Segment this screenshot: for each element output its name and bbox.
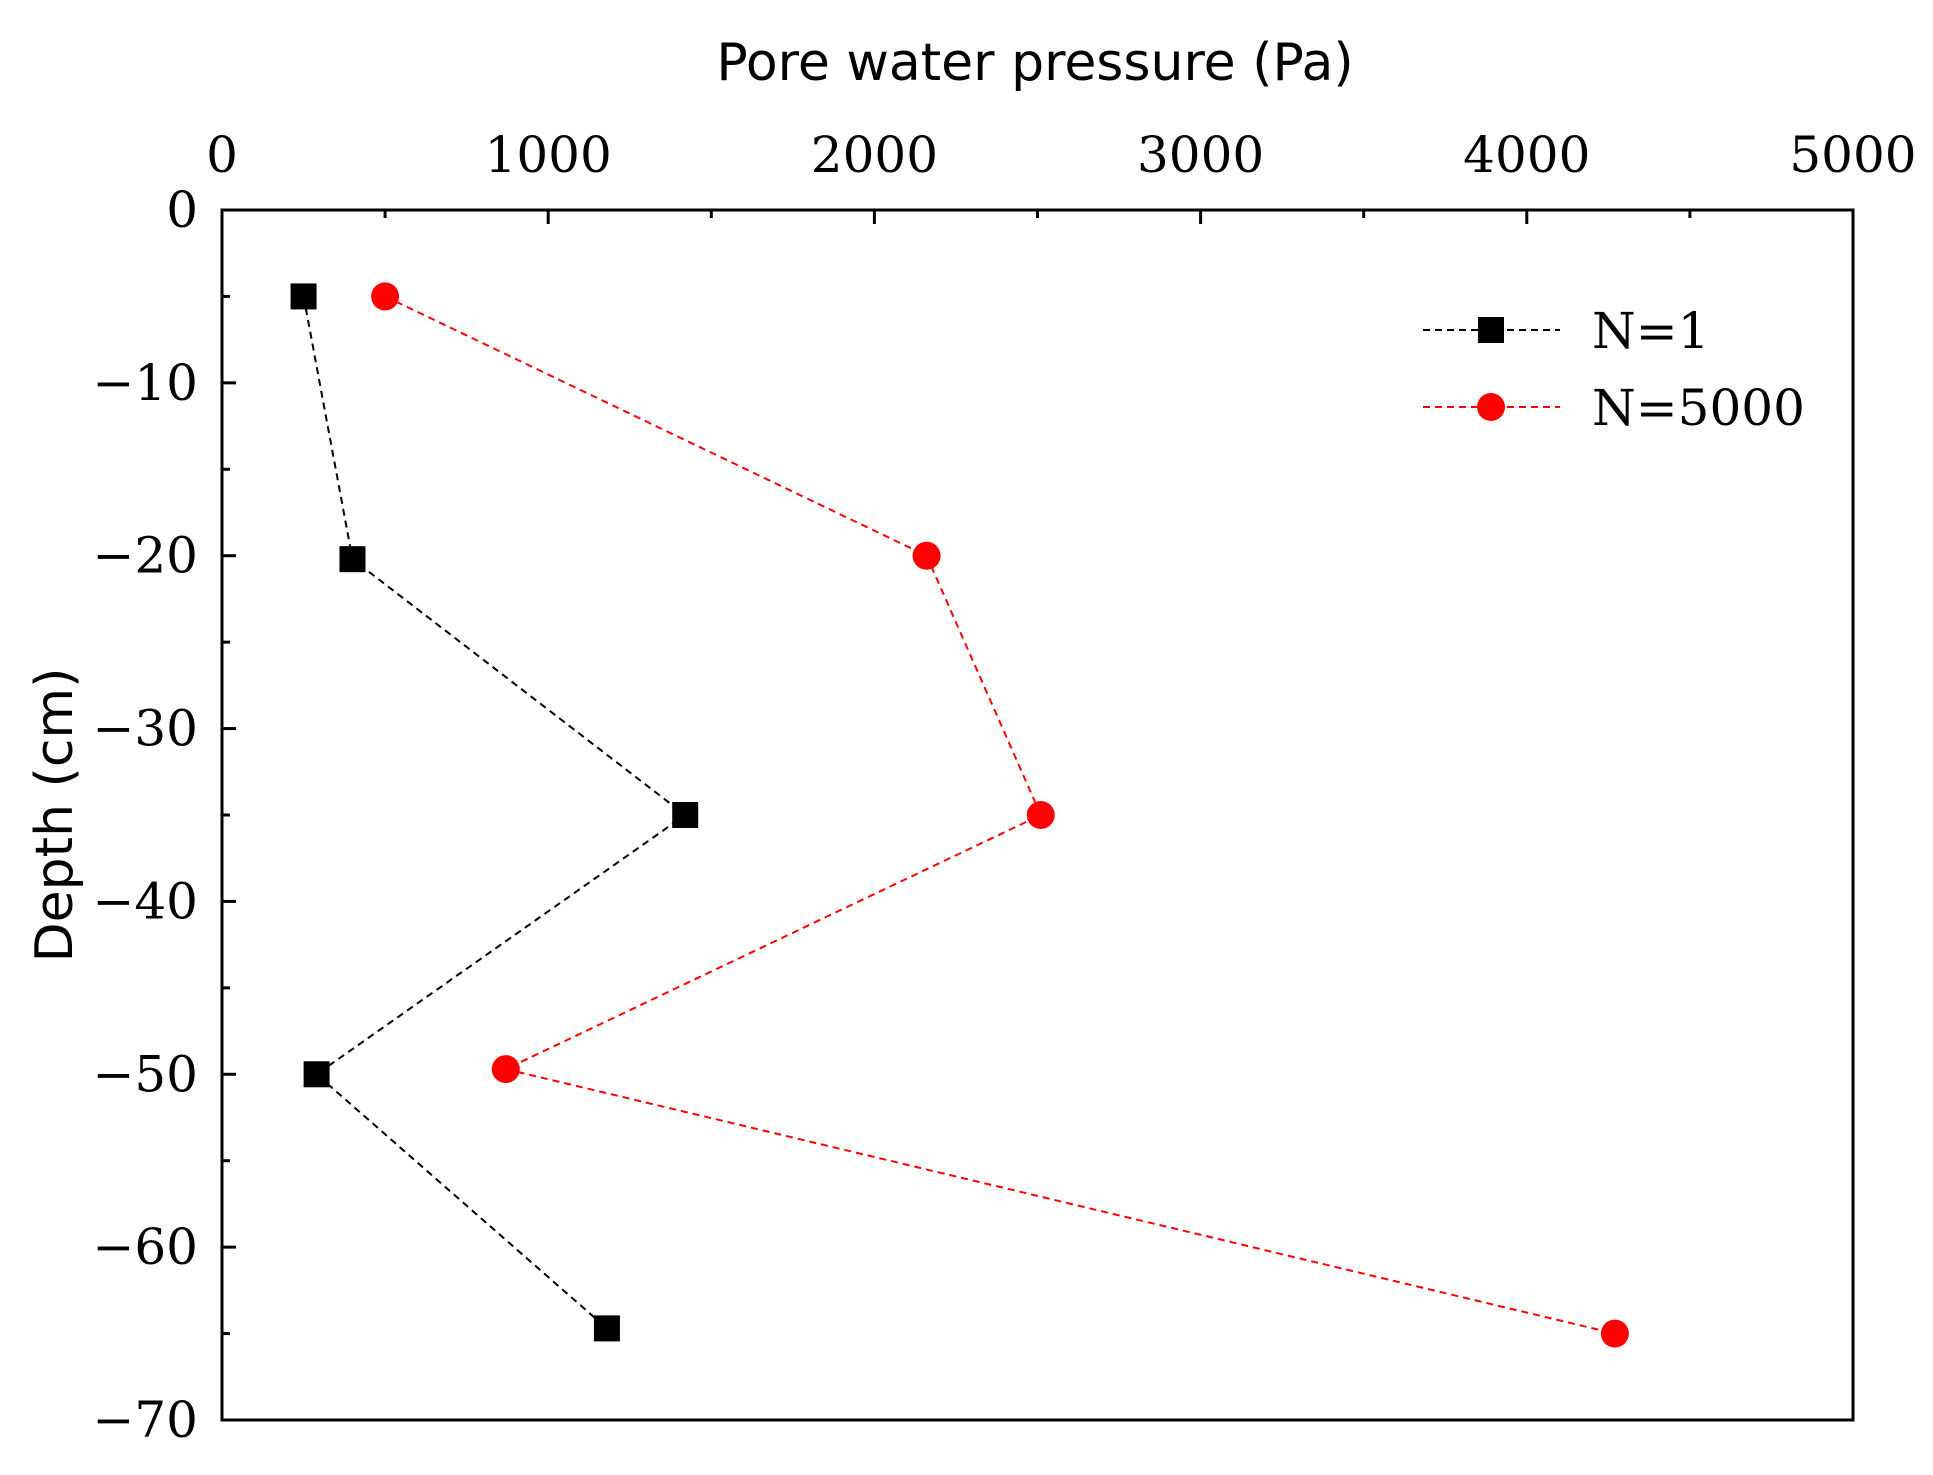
data-point-n1 xyxy=(672,802,699,828)
data-point-n5000 xyxy=(371,282,400,311)
series-layer xyxy=(290,282,1629,1348)
data-point-n5000 xyxy=(1026,801,1055,829)
legend-label-n5000: N=5000 xyxy=(1592,379,1805,437)
series-n1 xyxy=(290,283,699,1342)
data-point-n5000 xyxy=(491,1055,520,1084)
series-line-n5000 xyxy=(384,295,1616,1335)
y-tick-label: −70 xyxy=(92,1391,198,1449)
series-n5000 xyxy=(371,282,1629,1348)
y-axis-title: Depth (cm) xyxy=(25,668,85,963)
x-tick-label: 5000 xyxy=(1789,126,1916,184)
y-tick-label: 0 xyxy=(166,181,198,239)
legend: N=1 N=5000 xyxy=(1423,302,1805,437)
data-point-n1 xyxy=(303,1061,330,1088)
y-tick-label: −40 xyxy=(92,872,198,930)
x-tick-label: 3000 xyxy=(1137,126,1264,184)
y-tick-label: −30 xyxy=(92,700,198,758)
data-point-n1 xyxy=(339,546,366,573)
x-axis-title: Pore water pressure (Pa) xyxy=(716,33,1353,93)
data-point-n1 xyxy=(290,283,317,310)
legend-marker-n5000 xyxy=(1477,393,1505,421)
y-tick-label: −10 xyxy=(92,354,198,412)
x-tick-label: 1000 xyxy=(485,126,612,184)
x-tick-label: 2000 xyxy=(811,126,938,184)
data-point-n1 xyxy=(593,1315,620,1342)
y-tick-label: −50 xyxy=(92,1045,198,1103)
x-axis-ticks xyxy=(220,210,1855,224)
y-tick-label: −20 xyxy=(92,527,198,585)
x-tick-label: 0 xyxy=(206,126,238,184)
y-axis-tick-labels: 0 −10 −20 −30 −40 −50 −60 −70 xyxy=(92,181,198,1449)
legend-marker-n1 xyxy=(1478,317,1504,343)
x-axis-tick-labels: 0 1000 2000 3000 4000 5000 xyxy=(206,126,1917,184)
data-point-n5000 xyxy=(1600,1319,1629,1348)
y-tick-label: −60 xyxy=(92,1218,198,1276)
x-tick-label: 4000 xyxy=(1463,126,1590,184)
y-axis-ticks xyxy=(222,208,236,1422)
legend-label-n1: N=1 xyxy=(1592,302,1709,360)
data-point-n5000 xyxy=(912,541,941,570)
